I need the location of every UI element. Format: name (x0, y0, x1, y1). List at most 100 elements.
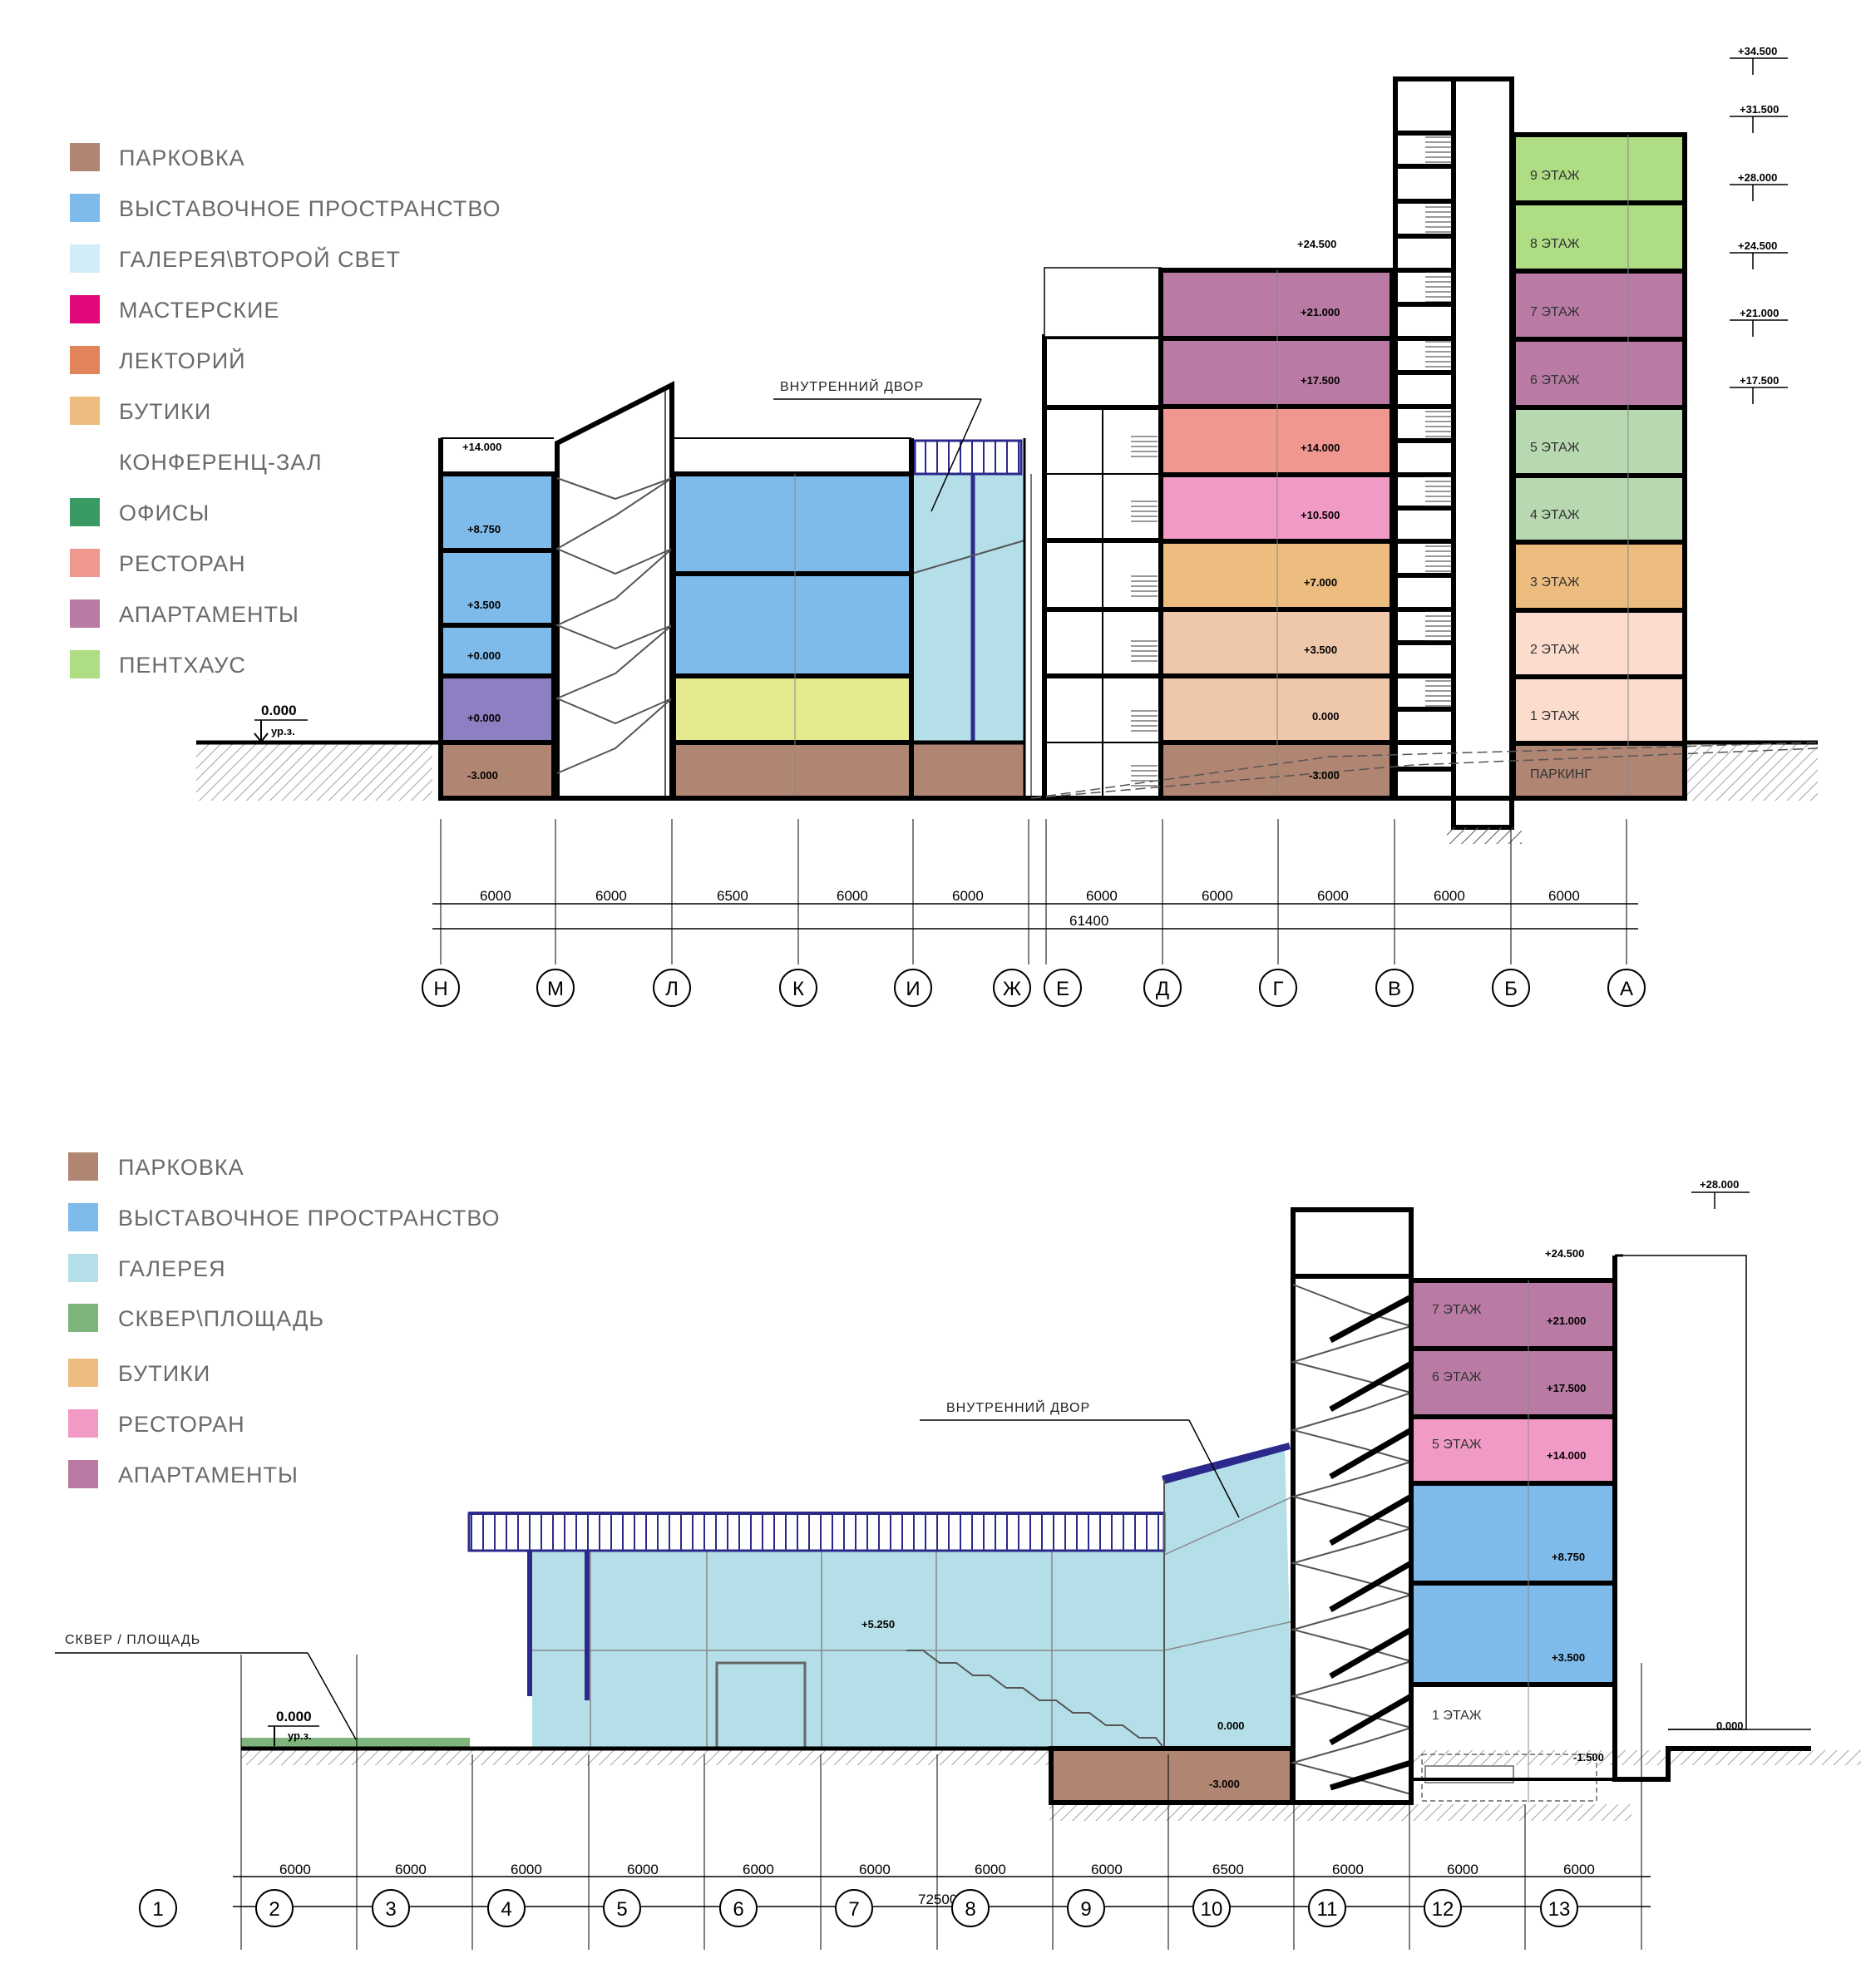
svg-text:10: 10 (1201, 1898, 1223, 1921)
svg-text:+24.500: +24.500 (1738, 239, 1777, 252)
axis-bubble: Л (653, 969, 691, 1007)
section-1: 9 ЭТАЖ 8 ЭТАЖ 7 ЭТАЖ 6 ЭТАЖ 5 ЭТАЖ 4 ЭТА… (196, 45, 1819, 1007)
section-2: 7 ЭТАЖ 6 ЭТАЖ 5 ЭТАЖ 1 ЭТАЖ ВНУТРЕННИЙ Д… (55, 1178, 1861, 1950)
legend-swatch (70, 650, 100, 678)
axis-bubble: 13 (1540, 1889, 1578, 1927)
parking (674, 742, 911, 798)
svg-text:6000: 6000 (395, 1862, 427, 1877)
svg-text:+14.000: +14.000 (462, 441, 501, 453)
svg-text:6000: 6000 (1434, 888, 1465, 904)
axis-bubble: Д (1143, 969, 1182, 1007)
gallery-atrium (1164, 1445, 1293, 1749)
svg-text:2: 2 (269, 1898, 279, 1921)
svg-text:5: 5 (616, 1898, 627, 1921)
svg-text:ур.з.: ур.з. (271, 725, 295, 737)
level-marks-left: +14.000 +8.750 +3.500 +0.000 +0.000 -3.0… (462, 441, 501, 782)
svg-text:+3.500: +3.500 (467, 599, 501, 611)
axis-bubble: 2 (255, 1889, 294, 1927)
axis-bubble: М (536, 969, 575, 1007)
legend-swatch (70, 346, 100, 374)
legend-item: АПАРТАМЕНТЫ (68, 1460, 298, 1488)
svg-text:+8.750: +8.750 (1552, 1551, 1585, 1563)
svg-text:М: М (547, 978, 564, 1000)
level-marks-right: +34.500 +31.500 +28.000 +24.500 +21.000 … (1730, 45, 1788, 404)
residential-tower: 9 ЭТАЖ 8 ЭТАЖ 7 ЭТАЖ 6 ЭТАЖ 5 ЭТАЖ 4 ЭТА… (1511, 132, 1687, 801)
svg-text:0.000: 0.000 (1312, 710, 1340, 723)
legend-swatch (70, 498, 100, 526)
svg-text:И: И (906, 978, 920, 1000)
svg-text:6500: 6500 (1212, 1862, 1244, 1877)
ground-level-mark: 0.000 ур.з. (268, 1709, 319, 1746)
legend-swatch (68, 1409, 98, 1438)
svg-text:+10.500: +10.500 (1301, 509, 1340, 521)
legend-label: ГАЛЕРЕЯ\ВТОРОЙ СВЕТ (119, 246, 401, 272)
svg-text:6000: 6000 (1202, 888, 1233, 904)
svg-text:Б: Б (1504, 978, 1518, 1000)
svg-text:4: 4 (501, 1898, 511, 1921)
svg-text:11: 11 (1317, 1898, 1338, 1921)
parking (441, 742, 554, 798)
svg-text:6000: 6000 (1086, 888, 1118, 904)
legend-label: МАСТЕРСКИЕ (119, 298, 279, 323)
floor-label: 2 ЭТАЖ (1530, 643, 1580, 657)
svg-text:+21.000: +21.000 (1740, 307, 1779, 319)
legend-label: РЕСТОРАН (118, 1412, 245, 1437)
svg-text:8: 8 (965, 1898, 975, 1921)
legend-item: БУТИКИ (68, 1359, 210, 1387)
legend-top: ПАРКОВКА ВЫСТАВОЧНОЕ ПРОСТРАНСТВО ГАЛЕРЕ… (70, 143, 500, 678)
axis-bubble: Е (1044, 969, 1082, 1007)
svg-text:+34.500: +34.500 (1738, 45, 1777, 57)
svg-text:61400: 61400 (1069, 913, 1108, 929)
legend-label: БУТИКИ (119, 399, 211, 424)
svg-text:+17.500: +17.500 (1547, 1382, 1586, 1394)
axis-bubble: 5 (603, 1889, 641, 1927)
legend-label: ГАЛЕРЕЯ (118, 1256, 226, 1281)
legend-label: ПАРКОВКА (119, 146, 245, 170)
floor-label: 9 ЭТАЖ (1530, 169, 1580, 183)
legend-label: РЕСТОРАН (119, 551, 246, 576)
floor-label: 6 ЭТАЖ (1530, 373, 1580, 387)
legend-label: АПАРТАМЕНТЫ (119, 602, 299, 627)
floor-label: 7 ЭТАЖ (1432, 1303, 1482, 1317)
axis-bubble: 3 (372, 1889, 410, 1927)
svg-text:+0.000: +0.000 (467, 649, 501, 662)
parking-label: ПАРКИНГ (1530, 767, 1592, 782)
svg-text:6000: 6000 (1091, 1862, 1123, 1877)
level-marks-middle: +24.500 +21.000 +17.500 +14.000 +10.500 … (1297, 238, 1340, 782)
legend-label: БУТИКИ (118, 1361, 210, 1386)
svg-text:Н: Н (433, 978, 447, 1000)
legend-swatch (70, 549, 100, 577)
axis-bubble: 11 (1308, 1889, 1346, 1927)
svg-text:+7.000: +7.000 (1304, 576, 1337, 589)
ground-level-mark: 0.000 ур.з. (254, 703, 308, 743)
stair-tower (1393, 76, 1522, 844)
axis-bubble: 6 (719, 1889, 758, 1927)
axes-2: 1 2 3 4 5 6 7 8 9 10 11 12 13 (139, 1889, 1578, 1927)
parking (911, 742, 1024, 798)
exhibition-space (441, 474, 554, 676)
svg-text:6000: 6000 (1447, 1862, 1478, 1877)
svg-text:+3.500: +3.500 (1304, 644, 1337, 656)
svg-text:+17.500: +17.500 (1301, 374, 1340, 387)
apartment-block (1158, 268, 1395, 801)
legend-label: ЛЕКТОРИЙ (119, 348, 246, 373)
svg-text:0.000: 0.000 (1716, 1719, 1744, 1732)
stair-block (555, 381, 674, 801)
svg-text:0.000: 0.000 (1217, 1719, 1245, 1732)
floor-label: 4 ЭТАЖ (1530, 508, 1580, 522)
svg-text:6000: 6000 (511, 1862, 542, 1877)
axis-bubble: Б (1492, 969, 1530, 1007)
svg-text:6000: 6000 (279, 1862, 311, 1877)
legend-swatch (68, 1152, 98, 1181)
svg-text:+5.250: +5.250 (861, 1618, 895, 1630)
svg-text:Д: Д (1156, 978, 1169, 1000)
axis-bubble: Ж (993, 969, 1031, 1007)
svg-text:+28.000: +28.000 (1700, 1178, 1739, 1191)
legend-label: ОФИСЫ (119, 501, 210, 525)
legend-label: СКВЕР\ПЛОЩАДЬ (118, 1306, 324, 1331)
dimensions-1: 6000 6000 6500 6000 6000 6000 6000 6000 … (432, 819, 1638, 964)
svg-text:6000: 6000 (1332, 1862, 1364, 1877)
legend-swatch (68, 1460, 98, 1488)
svg-text:Г: Г (1273, 978, 1284, 1000)
